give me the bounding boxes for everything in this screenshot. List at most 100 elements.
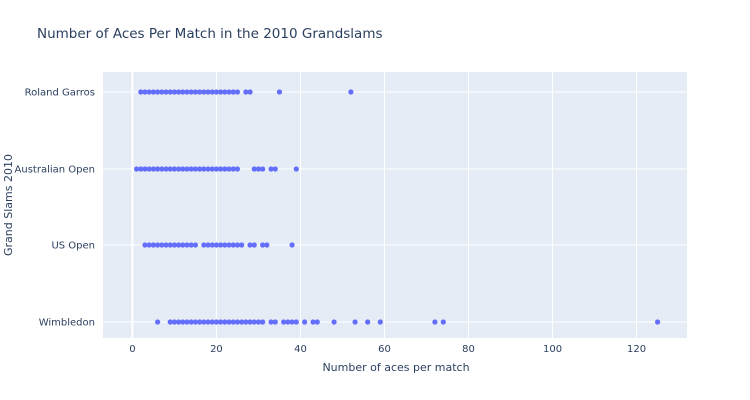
x-tick-label: 60 <box>378 344 391 355</box>
data-point <box>222 319 228 325</box>
data-point <box>255 319 262 325</box>
data-point <box>142 89 148 95</box>
data-point <box>201 89 207 95</box>
data-point <box>218 319 224 325</box>
data-point <box>243 319 249 325</box>
x-tick-label: 20 <box>210 344 223 355</box>
data-point <box>180 89 186 95</box>
data-point <box>184 242 190 248</box>
data-point <box>440 319 446 325</box>
data-point <box>150 89 157 95</box>
data-point <box>213 89 220 95</box>
data-point <box>184 319 190 325</box>
data-point <box>150 166 157 172</box>
data-point <box>184 89 190 95</box>
data-point <box>247 319 253 325</box>
x-tick-label: 120 <box>627 344 646 355</box>
data-point <box>260 166 266 172</box>
data-point <box>310 319 316 325</box>
x-tick-label: 80 <box>462 344 475 355</box>
data-point <box>167 89 173 95</box>
data-point <box>201 166 207 172</box>
data-point <box>188 89 194 95</box>
data-points <box>134 89 661 325</box>
data-point <box>276 89 283 95</box>
data-point <box>230 242 236 248</box>
data-point <box>243 89 249 95</box>
data-point <box>167 319 173 325</box>
data-point <box>188 166 194 172</box>
data-point <box>264 242 270 248</box>
data-point <box>146 166 152 172</box>
data-point <box>171 89 178 95</box>
data-point <box>209 89 215 95</box>
plot-area <box>103 72 687 338</box>
data-point <box>285 319 291 325</box>
data-point <box>176 319 182 325</box>
data-point <box>331 319 337 325</box>
data-point <box>205 166 211 172</box>
data-point <box>155 89 161 95</box>
data-point <box>180 166 186 172</box>
data-point <box>251 166 257 172</box>
data-point <box>218 166 224 172</box>
data-point <box>197 319 203 325</box>
data-point <box>213 166 220 172</box>
data-point <box>289 319 295 325</box>
data-point <box>230 319 236 325</box>
data-point <box>272 319 278 325</box>
data-point <box>209 242 215 248</box>
data-point <box>171 166 178 172</box>
data-point <box>138 166 144 172</box>
data-point <box>197 89 203 95</box>
data-point <box>272 166 278 172</box>
data-point <box>432 319 438 325</box>
y-tick-label: Wimbledon <box>39 318 95 329</box>
data-point <box>293 166 299 172</box>
data-point <box>205 89 211 95</box>
data-point <box>167 166 173 172</box>
data-point <box>348 89 354 95</box>
data-point <box>222 89 228 95</box>
data-point <box>180 242 186 248</box>
data-point <box>192 89 199 95</box>
data-point <box>142 242 148 248</box>
data-point <box>230 166 236 172</box>
data-point <box>226 89 232 95</box>
data-point <box>142 166 148 172</box>
data-point <box>213 319 220 325</box>
data-point <box>226 242 232 248</box>
data-point <box>159 166 165 172</box>
data-point <box>230 89 236 95</box>
data-point <box>192 242 199 248</box>
data-point <box>234 166 241 172</box>
data-point <box>302 319 308 325</box>
data-point <box>268 166 274 172</box>
data-point <box>155 242 161 248</box>
data-point <box>314 319 320 325</box>
data-point <box>222 242 228 248</box>
y-tick-label: Australian Open <box>15 165 95 176</box>
data-point <box>234 242 241 248</box>
y-axis-ticks: Roland Garros Australian Open US Open Wimbl… <box>15 88 95 329</box>
data-point <box>247 242 253 248</box>
data-point <box>171 319 178 325</box>
data-point <box>146 89 152 95</box>
data-point <box>234 89 241 95</box>
data-point <box>251 242 257 248</box>
data-point <box>222 166 228 172</box>
y-tick-label: Roland Garros <box>25 88 95 99</box>
data-point <box>159 89 165 95</box>
data-point <box>218 242 224 248</box>
data-point <box>167 242 173 248</box>
data-point <box>352 319 358 325</box>
data-point <box>155 166 161 172</box>
data-point <box>188 319 194 325</box>
y-tick-label: US Open <box>51 241 95 252</box>
data-point <box>176 166 182 172</box>
data-point <box>218 89 224 95</box>
data-point <box>205 242 211 248</box>
x-axis-ticks: 0 20 40 60 80 100 120 <box>129 344 646 355</box>
x-axis-label: Number of aces per match <box>322 361 469 374</box>
